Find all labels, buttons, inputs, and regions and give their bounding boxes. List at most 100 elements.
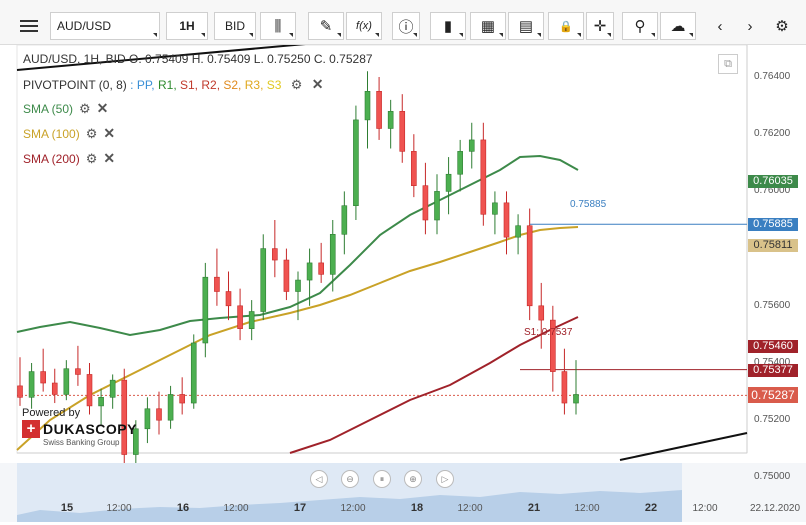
- price-type-select[interactable]: BID: [214, 12, 256, 40]
- draw-button[interactable]: ✎: [308, 12, 344, 40]
- toolbar: AUD/USD 1H BID ⫼ ✎ f(x) ⓘ ▮ ▦ ▤ 🔒 ✛ ⚲ ☁ ‹ › ⚙: [0, 0, 806, 45]
- candle-body: [341, 205, 348, 235]
- prev-button[interactable]: ‹: [706, 12, 734, 40]
- candle-body: [167, 394, 174, 421]
- candle-body: [144, 408, 151, 430]
- candle-body: [515, 225, 521, 238]
- price-type-label: BID: [224, 19, 245, 33]
- pivot-close-icon[interactable]: ✕: [311, 76, 324, 92]
- candle-body: [480, 139, 487, 215]
- nav-zoom-in-icon[interactable]: ⊕: [404, 470, 422, 488]
- lock-button[interactable]: 🔒: [548, 12, 584, 40]
- sma-settings-icon[interactable]: ⚙: [85, 151, 98, 166]
- blue-line-label: 0.75885: [570, 199, 607, 210]
- cloud-upload-button[interactable]: ☁: [660, 12, 696, 40]
- candles-button[interactable]: ⫼: [260, 12, 296, 40]
- cloud-upload-icon: ☁: [670, 18, 686, 35]
- price-tag: 0.76035: [748, 175, 798, 189]
- candle-body: [434, 191, 440, 221]
- candle-body: [109, 379, 116, 398]
- candle-body: [272, 248, 278, 261]
- nav-prev-icon[interactable]: ◁: [310, 470, 328, 488]
- x-axis-tick: 16: [176, 502, 190, 514]
- pivot-series-r3: R3: [244, 78, 261, 92]
- swiss-cross-icon: +: [22, 420, 40, 438]
- sma-legend-item: SMA (50) ⚙ ✕: [23, 100, 108, 117]
- info-button[interactable]: ⓘ: [392, 12, 420, 40]
- sma-50-line: [16, 154, 579, 337]
- candle-body: [98, 397, 104, 407]
- crosshair-button[interactable]: ✛: [586, 12, 614, 40]
- x-axis-tick: 12:00: [457, 503, 483, 514]
- draw-icon: ✎: [319, 18, 333, 35]
- hamburger-icon: [20, 17, 38, 35]
- sma-label: SMA (200): [23, 152, 80, 166]
- candle-body: [422, 185, 429, 221]
- expand-icon[interactable]: ⧉: [718, 54, 738, 74]
- trend-line: [619, 432, 748, 461]
- sma-close-icon[interactable]: ✕: [96, 100, 109, 116]
- ohlc-header: AUD/USD, 1H, BID O. 0.75409 H. 0.75409 L…: [23, 52, 373, 66]
- calendar-icon: ▦: [480, 18, 496, 35]
- fx-button[interactable]: f(x): [346, 12, 382, 40]
- navigator-series: [17, 490, 682, 522]
- y-axis-tick: 0.75000: [754, 471, 791, 483]
- chart-canvas[interactable]: [0, 39, 806, 522]
- brand-name: DUKASCOPY: [43, 421, 137, 437]
- price-tag: 0.75377: [748, 363, 798, 377]
- y-axis-tick: 0.75600: [754, 299, 791, 311]
- lock-icon: 🔒: [559, 20, 573, 33]
- candle-body: [237, 305, 243, 329]
- candle-body: [526, 225, 533, 307]
- sma-close-icon[interactable]: ✕: [103, 150, 116, 166]
- timeframe-select[interactable]: 1H: [166, 12, 208, 40]
- nav-next-icon[interactable]: ▷: [436, 470, 454, 488]
- x-axis-tick: 12:00: [223, 503, 249, 514]
- sma-label: SMA (100): [23, 127, 80, 141]
- pivot-settings-icon[interactable]: ⚙: [290, 77, 303, 92]
- bars-button[interactable]: ▮: [430, 12, 466, 40]
- chart-area[interactable]: AUD/USD, 1H, BID O. 0.75409 H. 0.75409 L…: [0, 39, 806, 522]
- candle-body: [503, 202, 510, 238]
- sma-settings-icon[interactable]: ⚙: [79, 101, 91, 116]
- x-axis-tick: 15: [60, 502, 74, 514]
- zoom-button[interactable]: ⚲: [622, 12, 658, 40]
- brand-tagline: Swiss Banking Group: [43, 438, 120, 447]
- candle-body: [353, 119, 359, 207]
- candle-body: [329, 234, 336, 275]
- sma-200-line: [289, 316, 579, 454]
- nav-reset-icon[interactable]: ⏸: [373, 470, 391, 488]
- candle-body: [561, 371, 568, 404]
- pivot-legend: PIVOTPOINT (0, 8) : PP, R1, S1, R2, S2, …: [23, 76, 324, 92]
- sma-legend-item: SMA (200) ⚙ ✕: [23, 150, 115, 167]
- symbol-select[interactable]: AUD/USD: [50, 12, 160, 40]
- menu-button[interactable]: [10, 12, 48, 40]
- next-button[interactable]: ›: [736, 12, 764, 40]
- candle-body: [318, 262, 324, 275]
- candle-body: [51, 382, 58, 395]
- candle-body: [550, 319, 556, 372]
- y-axis-tick: 0.76200: [754, 128, 791, 140]
- x-axis-tick: 12:00: [574, 503, 600, 514]
- bars-icon: ▮: [443, 18, 453, 35]
- settings-button[interactable]: ⚙: [768, 12, 796, 40]
- info-icon: ⓘ: [398, 18, 414, 36]
- pivot-series-pp: PP: [136, 78, 152, 92]
- news-icon: ▤: [518, 18, 534, 35]
- calendar-button[interactable]: ▦: [470, 12, 506, 40]
- x-axis-tick: 12:00: [692, 503, 718, 514]
- pivot-label: PIVOTPOINT (0, 8): [23, 78, 127, 92]
- sma-label: SMA (50): [23, 102, 74, 116]
- nav-zoom-out-icon[interactable]: ⊖: [341, 470, 359, 488]
- candle-body: [121, 379, 128, 455]
- candle-body: [40, 371, 46, 384]
- news-button[interactable]: ▤: [508, 12, 544, 40]
- sma-legend-item: SMA (100) ⚙ ✕: [23, 125, 115, 142]
- sma-close-icon[interactable]: ✕: [103, 125, 116, 141]
- sma-settings-icon[interactable]: ⚙: [85, 126, 98, 141]
- y-axis-tick: 0.75200: [754, 414, 791, 426]
- candle-body: [376, 90, 382, 129]
- zoom-icon: ⚲: [634, 18, 646, 35]
- candle-body: [445, 173, 452, 192]
- candles-icon: ⫼: [274, 17, 282, 35]
